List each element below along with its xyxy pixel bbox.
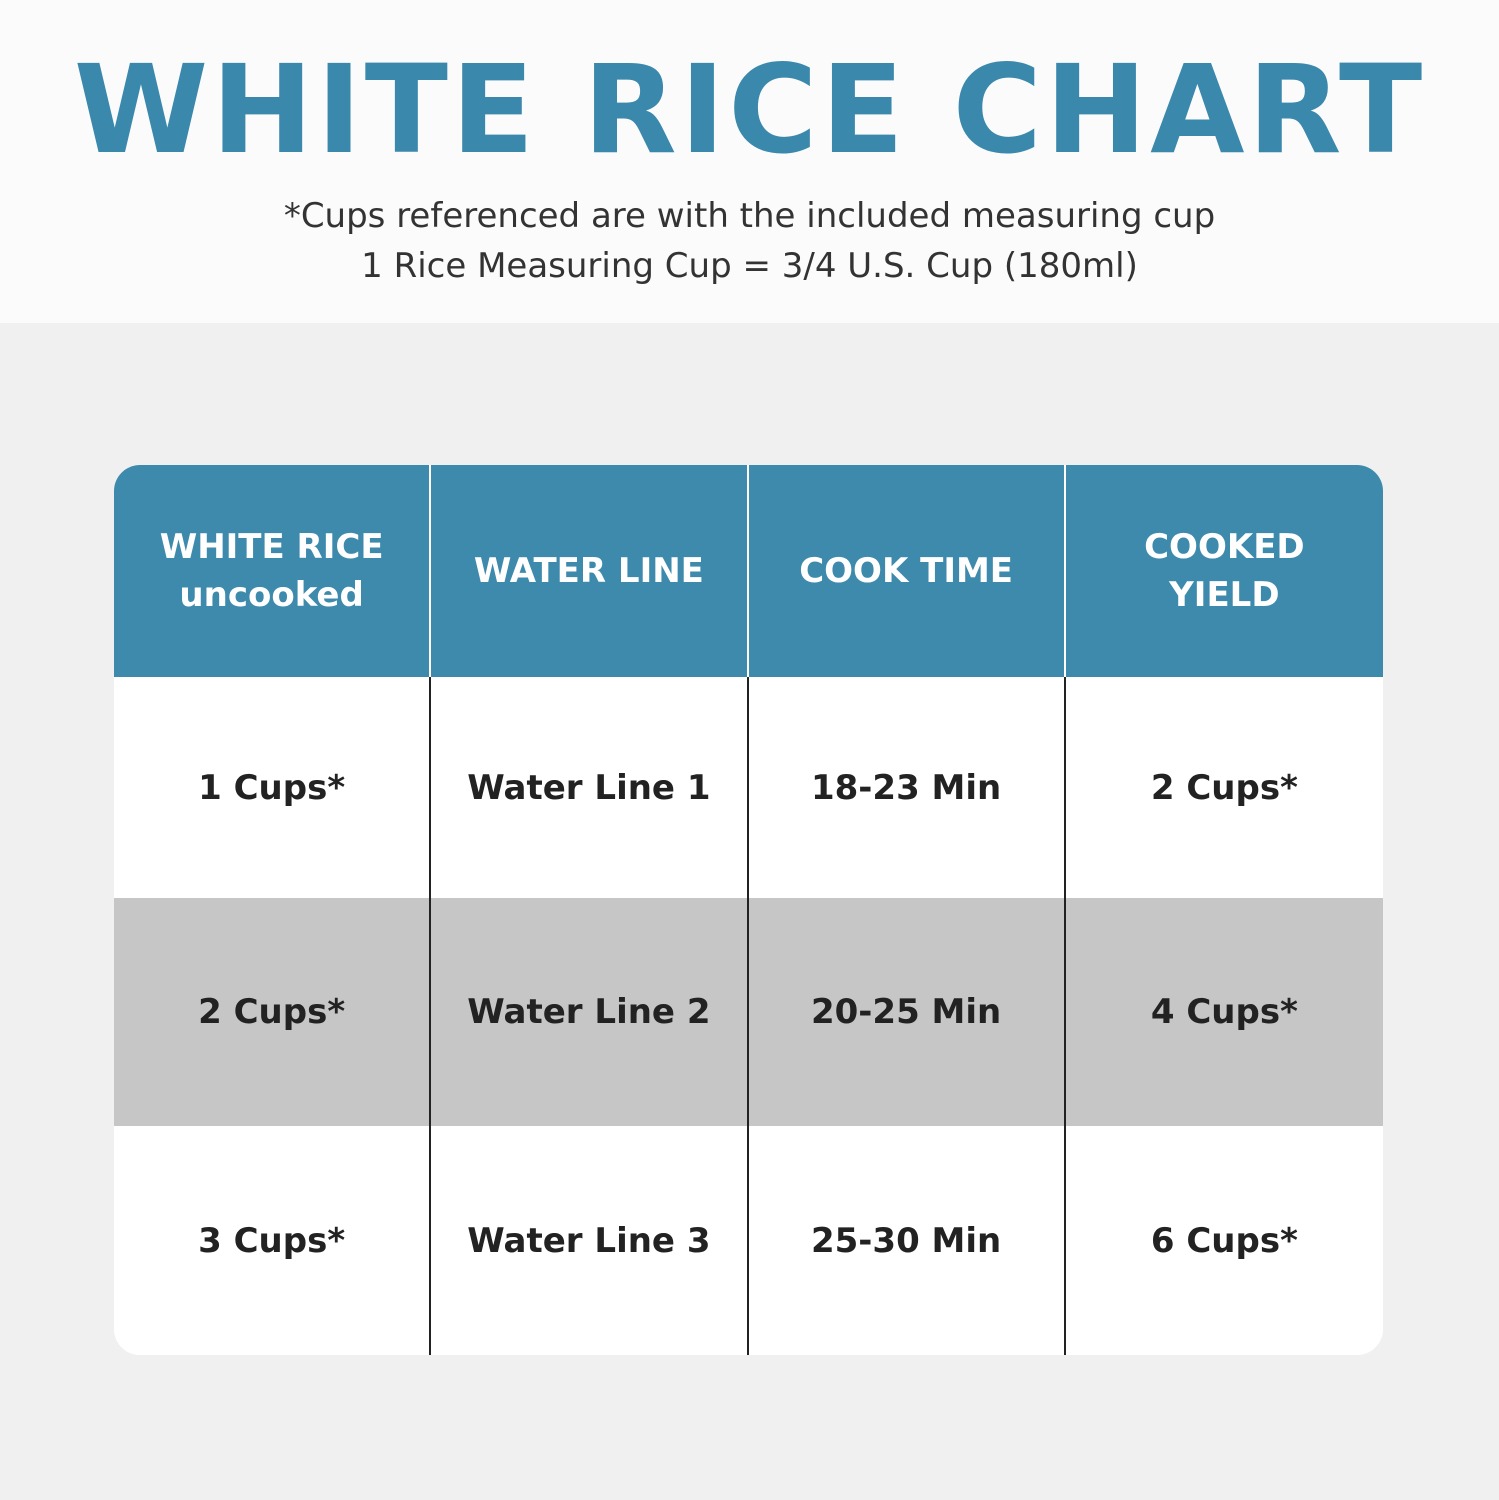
header-water-line: WATER LINE bbox=[431, 465, 749, 677]
table-row: 3 Cups* Water Line 3 25-30 Min 6 Cups* bbox=[114, 1126, 1383, 1355]
header-line: uncooked bbox=[179, 575, 364, 615]
rice-chart-table: WHITE RICE uncooked WATER LINE COOK TIME … bbox=[114, 465, 1383, 1355]
cell-uncooked: 3 Cups* bbox=[114, 1126, 432, 1355]
cell-cook-time: 25-30 Min bbox=[749, 1126, 1066, 1355]
cell-water-line: Water Line 2 bbox=[431, 898, 749, 1126]
page-title: WHITE RICE CHART bbox=[73, 39, 1426, 181]
cell-uncooked: 2 Cups* bbox=[114, 898, 432, 1126]
cell-uncooked: 1 Cups* bbox=[114, 677, 432, 898]
table-row: 1 Cups* Water Line 1 18-23 Min 2 Cups* bbox=[114, 677, 1383, 898]
cell-cook-time: 18-23 Min bbox=[749, 677, 1066, 898]
cell-yield: 6 Cups* bbox=[1150, 1220, 1298, 1261]
header-band bbox=[0, 0, 1499, 323]
cell-yield: 4 Cups* bbox=[1150, 992, 1298, 1032]
cell-cook-time: 20-25 Min bbox=[749, 898, 1066, 1126]
header-line: COOKED bbox=[1144, 527, 1305, 567]
cell-yield: 2 Cups* bbox=[1150, 767, 1298, 808]
header-line: YIELD bbox=[1169, 575, 1280, 615]
footnote-conversion: 1 Rice Measuring Cup = 3/4 U.S. Cup (180… bbox=[361, 246, 1138, 286]
table-row: 2 Cups* Water Line 2 20-25 Min 4 Cups* bbox=[114, 898, 1383, 1126]
header-white-rice: WHITE RICE uncooked bbox=[114, 465, 432, 677]
footnote-cups: *Cups referenced are with the included m… bbox=[283, 196, 1216, 236]
header-cook-time: COOK TIME bbox=[749, 465, 1066, 677]
cell-water-line: Water Line 3 bbox=[431, 1126, 749, 1355]
header-cooked-yield: COOKED YIELD bbox=[1066, 465, 1383, 677]
header-line: WHITE RICE bbox=[159, 527, 384, 567]
cell-water-line: Water Line 1 bbox=[431, 677, 749, 898]
table-header-row: WHITE RICE uncooked WATER LINE COOK TIME … bbox=[114, 465, 1383, 677]
